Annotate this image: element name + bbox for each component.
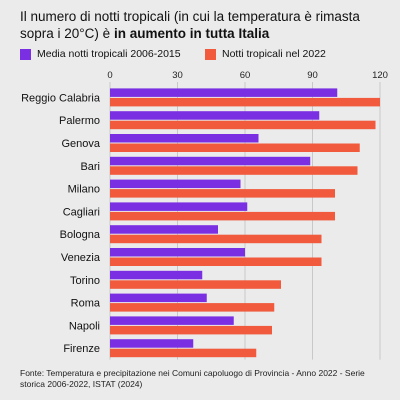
bar-chart: 0 30 60 90 120 Reggio Calabria Palermo Genova Ba… xyxy=(21,70,388,360)
x-tick-label-30: 30 xyxy=(172,70,183,81)
category-label: Venezia xyxy=(61,252,101,264)
bar-series-1 xyxy=(110,88,338,97)
chart-title: Il numero di notti tropicali (in cui la … xyxy=(20,8,390,42)
category-label: Genova xyxy=(61,138,100,150)
bar-series-2 xyxy=(110,166,358,175)
legend-item-series-1: Media notti tropicali 2006-2015 xyxy=(20,47,181,61)
category-label: Torino xyxy=(70,275,100,287)
bar-series-2 xyxy=(110,234,322,244)
bar-series-2 xyxy=(110,211,335,221)
legend-label-series-1: Media notti tropicali 2006-2015 xyxy=(37,48,181,60)
bar-series-2 xyxy=(110,143,360,152)
bar-series-2 xyxy=(110,325,272,335)
x-tick-label-60: 60 xyxy=(240,70,251,81)
title-bold: in aumento in tutta Italia xyxy=(113,26,270,41)
category-label: Milano xyxy=(68,184,100,196)
category-label: Palermo xyxy=(59,115,100,127)
category-label: Firenze xyxy=(63,343,100,355)
bar-series-2 xyxy=(110,280,281,289)
category-label: Bari xyxy=(80,161,100,173)
bar-series-1 xyxy=(110,293,207,303)
bar-series-1 xyxy=(110,339,194,348)
category-label: Bologna xyxy=(60,229,101,241)
legend-swatch-series-2 xyxy=(205,48,216,60)
bar-series-2 xyxy=(110,97,380,107)
source-note: Fonte: Temperatura e precipitazione nei … xyxy=(20,368,365,389)
legend-swatch-series-1 xyxy=(20,48,31,60)
bar-series-1 xyxy=(110,156,311,166)
bar-series-2 xyxy=(110,303,275,312)
bar-series-1 xyxy=(110,179,241,189)
category-label: Roma xyxy=(71,298,101,310)
bar-series-2 xyxy=(110,257,322,266)
bar-series-1 xyxy=(110,134,259,143)
bar-series-1 xyxy=(110,270,203,280)
bar-series-1 xyxy=(110,316,234,325)
x-tick-label-120: 120 xyxy=(372,70,388,81)
bar-series-1 xyxy=(110,225,218,234)
title-plain: Il numero di notti tropicali (in cui la … xyxy=(20,9,360,41)
bar-series-1 xyxy=(110,202,248,211)
bar-series-2 xyxy=(110,348,257,358)
bar-series-1 xyxy=(110,111,320,120)
category-label: Reggio Calabria xyxy=(21,92,101,104)
x-tick-label-0: 0 xyxy=(107,70,112,81)
bar-series-2 xyxy=(110,189,335,198)
bar-series-1 xyxy=(110,248,245,257)
legend-item-series-2: Notti tropicali nel 2022 xyxy=(205,47,326,61)
category-label: Cagliari xyxy=(63,206,100,218)
bar-series-2 xyxy=(110,120,376,130)
legend-label-series-2: Notti tropicali nel 2022 xyxy=(222,48,326,60)
legend: Media notti tropicali 2006-2015 Notti tr… xyxy=(20,47,390,63)
category-label: Napoli xyxy=(69,320,100,332)
x-tick-label-90: 90 xyxy=(307,70,318,81)
